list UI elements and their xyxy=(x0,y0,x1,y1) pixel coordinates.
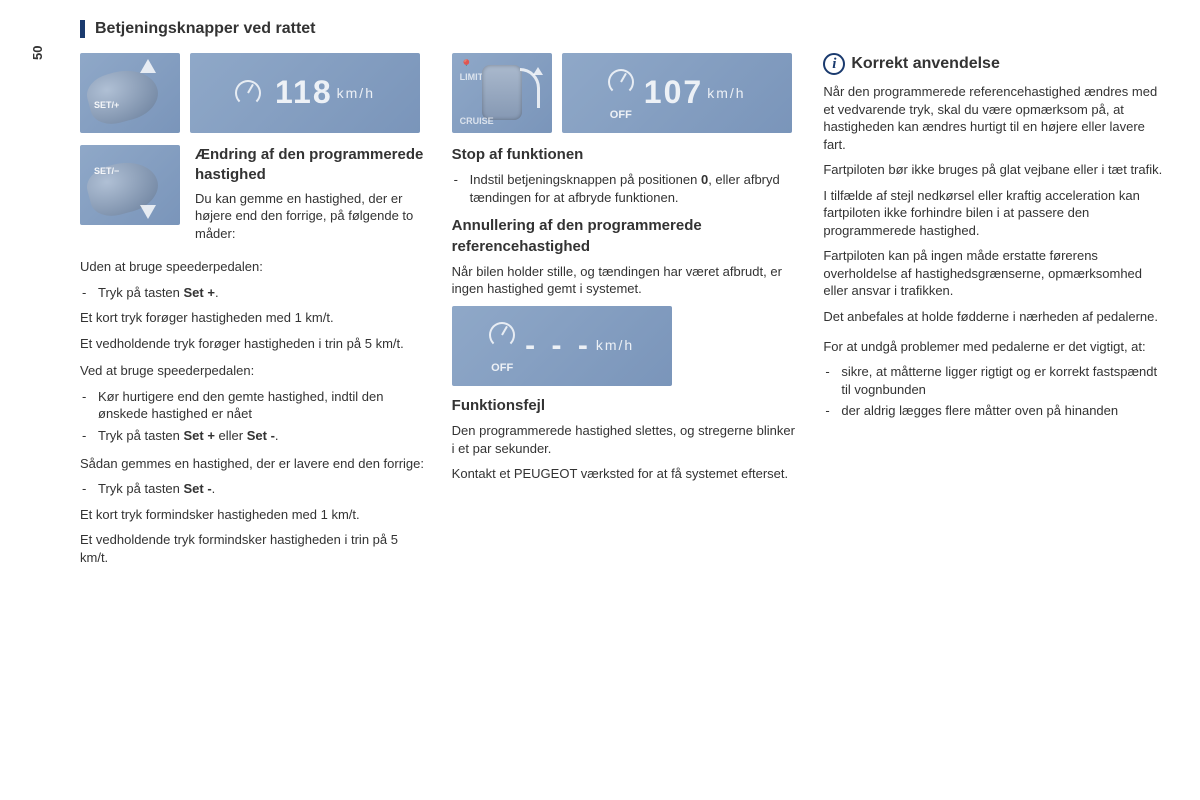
off-label: OFF xyxy=(608,108,634,123)
col2-h1: Stop af funktionen xyxy=(452,145,799,165)
col3-p6: For at undgå problemer med pedalerne er … xyxy=(823,338,1170,356)
col2-li1: Indstil betjeningsknappen på positionen … xyxy=(470,171,799,206)
col3-li2: der aldrig lægges flere måtter oven på h… xyxy=(841,402,1170,420)
col1-li4: Tryk på tasten Set -. xyxy=(98,480,427,498)
col3-p3: I tilfælde af stejl nedkørsel eller kraf… xyxy=(823,187,1170,240)
col3-li1: sikre, at måtterne ligger rigtigt og er … xyxy=(841,363,1170,398)
speed-value-1: 118 xyxy=(275,71,333,114)
col3-p2: Fartpiloten bør ikke bruges på glat vejb… xyxy=(823,161,1170,179)
speed-display-107-off: OFF 107 km/h xyxy=(562,53,792,133)
col1-p7: Et kort tryk formindsker hastigheden med… xyxy=(80,506,427,524)
set-plus-label: SET/+ xyxy=(94,99,119,111)
col1-p2: Uden at bruge speederpedalen: xyxy=(80,258,427,276)
column-2: 📍 LIMIT CRUISE OFF 107 km/h Stop af funk… xyxy=(452,53,799,574)
speed-unit-2: km/h xyxy=(707,84,745,103)
speed-unit-3: km/h xyxy=(596,336,634,355)
speed-unit: km/h xyxy=(337,84,375,103)
col1-li2: Kør hurtigere end den gemte hastighed, i… xyxy=(98,388,427,423)
column-1: SET/+ 118 km/h SET/− Ændring af den prog… xyxy=(80,53,427,574)
col1-p3: Et kort tryk forøger hastigheden med 1 k… xyxy=(80,309,427,327)
speed-display-dashes: OFF - - - km/h xyxy=(452,306,672,386)
col3-heading-row: i Korrekt anvendelse xyxy=(823,53,1170,75)
col2-h2: Annullering af den programmerede referen… xyxy=(452,216,799,257)
speedometer-off-icon-2 xyxy=(489,322,515,348)
col1-li1: Tryk på tasten Set +. xyxy=(98,284,427,302)
content-columns: SET/+ 118 km/h SET/− Ændring af den prog… xyxy=(80,53,1170,574)
col1-p5: Ved at bruge speederpedalen: xyxy=(80,362,427,380)
col1-heading: Ændring af den programmerede hastighed xyxy=(195,145,427,186)
page-title: Betjeningsknapper ved rattet xyxy=(80,20,1170,38)
col1-p8: Et vedholdende tryk formindsker hastighe… xyxy=(80,531,427,566)
speedometer-off-icon xyxy=(608,69,634,95)
off-label-2: OFF xyxy=(489,361,515,376)
column-3: i Korrekt anvendelse Når den programmere… xyxy=(823,53,1170,574)
col2-p1: Når bilen holder stille, og tændingen ha… xyxy=(452,263,799,298)
col2-h3: Funktionsfejl xyxy=(452,396,799,416)
col3-p1: Når den programmerede referencehastighed… xyxy=(823,83,1170,153)
col1-p1: Du kan gemme en hastighed, der er højere… xyxy=(195,190,427,243)
dash-value: - - - xyxy=(525,326,592,367)
limit-label: LIMIT xyxy=(460,71,484,83)
page-number: 50 xyxy=(30,46,45,60)
curve-arrow-icon xyxy=(520,68,540,108)
col3-p4: Fartpiloten kan på ingen måde erstatte f… xyxy=(823,247,1170,300)
lever-up-thumb: SET/+ xyxy=(80,53,180,133)
lever-down-thumb: SET/− xyxy=(80,145,180,225)
switch-thumb: 📍 LIMIT CRUISE xyxy=(452,53,552,133)
info-icon: i xyxy=(823,53,845,75)
col3-p5: Det anbefales at holde fødderne i nærhed… xyxy=(823,308,1170,326)
col1-p6: Sådan gemmes en hastighed, der er lavere… xyxy=(80,455,427,473)
set-minus-label: SET/− xyxy=(94,165,119,177)
cruise-label: CRUISE xyxy=(460,115,494,127)
col1-li3: Tryk på tasten Set + eller Set -. xyxy=(98,427,427,445)
col2-p2: Den programmerede hastighed slettes, og … xyxy=(452,422,799,457)
col2-p3: Kontakt et PEUGEOT værksted for at få sy… xyxy=(452,465,799,483)
speed-display-118: 118 km/h xyxy=(190,53,420,133)
speedometer-icon xyxy=(235,80,261,106)
speed-value-2: 107 xyxy=(644,71,703,114)
col1-p4: Et vedholdende tryk forøger hastigheden … xyxy=(80,335,427,353)
col3-heading: Korrekt anvendelse xyxy=(851,53,1000,75)
